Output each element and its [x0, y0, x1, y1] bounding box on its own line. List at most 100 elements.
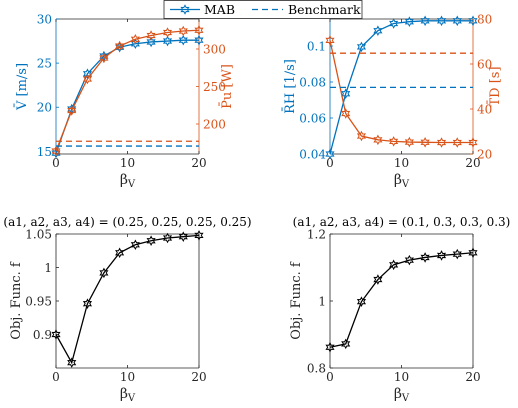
- plot-area: [330, 234, 473, 368]
- data-point-marker: [178, 231, 188, 242]
- data-point-marker: [404, 136, 414, 148]
- data-point-marker: [436, 250, 447, 261]
- data-point-marker: [162, 35, 173, 47]
- x-tick-label: 20: [191, 370, 206, 384]
- y-tick-label-right: 80: [477, 13, 492, 27]
- legend: MAB Benchmark: [163, 0, 363, 19]
- y-axis-label-right: P̄u [W]: [219, 64, 235, 109]
- series-mab-left-line: [329, 20, 473, 155]
- y-tick-label-right: 20: [477, 148, 492, 162]
- data-point-marker: [82, 68, 93, 79]
- data-point-marker: [356, 130, 367, 142]
- data-point-marker: [468, 137, 478, 148]
- y-tick-label-left: 1.2: [307, 228, 326, 242]
- y-tick-label-left: 0.8: [307, 362, 326, 376]
- data-point-marker: [404, 16, 414, 27]
- data-point-marker: [99, 267, 109, 279]
- data-point-marker: [404, 254, 414, 266]
- x-tick-label: 0: [52, 370, 60, 384]
- y-axis-label-left: V̄ [m/s]: [14, 63, 30, 111]
- data-point-marker: [99, 50, 109, 62]
- y-tick-label-left: 1: [318, 295, 326, 309]
- series-mab-main-line: [329, 252, 474, 348]
- y-tick-label-right: 200: [203, 118, 226, 132]
- data-point-marker: [67, 103, 77, 115]
- data-point-marker: [146, 36, 156, 48]
- data-point-marker: [325, 148, 335, 160]
- plot-area: [56, 234, 199, 368]
- data-point-marker: [420, 252, 430, 263]
- chart-panel-bottom-left: 0 10 20 βV 0.9 0.95 1 1.05 Obj. Func. f (a1, a2, …: [3, 215, 251, 404]
- x-tick-label: 10: [394, 370, 409, 384]
- y-tick-label-left: 0.08: [299, 76, 326, 90]
- chart-panel-top-right: 0 10 20 βV 0.04 0.06 0.08 0.1 20 40 60 80 R̄H [1/s] T…: [282, 13, 503, 191]
- data-point-marker: [194, 24, 204, 36]
- plot-area: [330, 19, 473, 154]
- y-tick-label-right: 300: [203, 43, 226, 57]
- x-axis-label: βV: [120, 386, 136, 404]
- data-point-marker: [420, 15, 430, 27]
- data-point-marker: [468, 247, 478, 259]
- x-axis-label: βV: [394, 172, 410, 190]
- legend-marker-mab: [180, 4, 190, 15]
- data-point-marker: [436, 137, 447, 148]
- data-point-marker: [162, 232, 173, 244]
- data-point-marker: [51, 145, 61, 157]
- data-point-marker: [162, 27, 173, 38]
- x-tick-label: 0: [52, 156, 60, 170]
- data-point-marker: [325, 35, 335, 46]
- series-mab-main-line: [55, 234, 200, 365]
- data-point-marker: [51, 147, 61, 159]
- data-point-marker: [67, 357, 77, 368]
- x-axis-label: βV: [120, 172, 136, 190]
- legend-entry-benchmark: Benchmark: [252, 2, 361, 17]
- data-point-marker: [194, 34, 204, 46]
- data-point-marker: [389, 18, 399, 29]
- y-tick-label-left: 0.95: [25, 295, 52, 309]
- data-point-marker: [389, 259, 399, 271]
- series-mab-right-line: [329, 40, 473, 144]
- y-axis-label-right: T̄D [s]: [487, 66, 503, 106]
- data-point-marker: [341, 88, 351, 99]
- data-point-marker: [420, 137, 430, 148]
- data-point-marker: [115, 247, 125, 259]
- data-point-marker: [356, 41, 367, 53]
- x-tick-label: 10: [394, 156, 409, 170]
- data-point-marker: [325, 341, 335, 353]
- y-tick-label-left: 1: [44, 261, 52, 275]
- data-point-marker: [130, 33, 140, 45]
- data-point-marker: [452, 15, 462, 27]
- data-point-marker: [341, 108, 351, 119]
- series-mab-right-line: [55, 29, 200, 152]
- data-point-marker: [452, 248, 462, 260]
- data-point-marker: [67, 105, 77, 116]
- legend-entry-mab: MAB: [170, 2, 235, 17]
- data-point-marker: [146, 235, 156, 246]
- data-point-marker: [82, 298, 93, 309]
- data-point-marker: [194, 230, 204, 241]
- y-axis-label-left: Obj. Func. f: [289, 261, 304, 340]
- y-tick-label-left: 0.1: [307, 40, 326, 54]
- data-point-marker: [178, 34, 188, 46]
- y-tick-label-left: 0.06: [299, 112, 326, 126]
- data-point-marker: [389, 136, 399, 147]
- y-tick-label-left: 15: [37, 145, 52, 159]
- x-tick-label: 10: [120, 370, 135, 384]
- y-axis-label-left: R̄H [1/s]: [282, 59, 298, 114]
- y-tick-label-right: 60: [477, 58, 492, 72]
- x-tick-label: 0: [326, 370, 334, 384]
- y-tick-label-left: 0.9: [33, 328, 52, 342]
- chart-panel-top-left: 0 10 20 βV 15 20 25 30 200 250 300 V̄ [m/s] P̄u [W]: [14, 13, 235, 191]
- data-point-marker: [468, 15, 478, 27]
- x-tick-label: 10: [120, 156, 135, 170]
- legend-label-mab: MAB: [204, 2, 235, 17]
- y-tick-label-right: 40: [477, 103, 492, 117]
- data-point-marker: [452, 137, 462, 148]
- y-tick-label-left: 20: [37, 101, 52, 115]
- x-tick-label: 20: [465, 156, 480, 170]
- data-point-marker: [130, 239, 140, 250]
- y-tick-label-left: 25: [37, 57, 52, 71]
- y-tick-label-left: 30: [37, 13, 52, 27]
- y-tick-label-left: 1.05: [25, 228, 52, 242]
- data-point-marker: [99, 52, 109, 64]
